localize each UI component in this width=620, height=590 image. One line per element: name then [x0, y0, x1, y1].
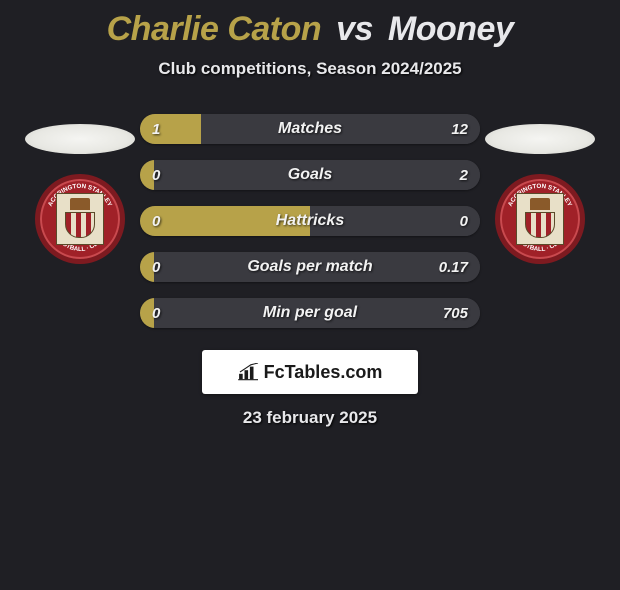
player2-name: Mooney [388, 10, 513, 48]
comparison-content: ACCRINGTON STANLEY FOOTBALL · CLUB 112Ma… [0, 114, 620, 328]
stat-bar: 00Hattricks [140, 206, 480, 236]
source-logo: FcTables.com [202, 350, 418, 394]
stat-bar: 112Matches [140, 114, 480, 144]
left-side: ACCRINGTON STANLEY FOOTBALL · CLUB [20, 114, 140, 264]
stat-bar: 00.17Goals per match [140, 252, 480, 282]
stat-bar-right-fill [310, 206, 480, 236]
crest-shield-icon [516, 193, 564, 245]
stat-bars: 112Matches 02Goals 00Hattricks 00.17Goals p… [140, 114, 480, 328]
vs-separator: vs [336, 10, 373, 48]
stat-bar-right-fill [154, 252, 480, 282]
stat-bar-right-fill [154, 160, 480, 190]
stat-bar-left-fill [140, 160, 154, 190]
player1-name: Charlie Caton [107, 10, 322, 48]
snapshot-date: 23 february 2025 [243, 408, 377, 428]
stat-bar-left-fill [140, 206, 310, 236]
crest-shield-icon [56, 193, 104, 245]
player1-club-crest: ACCRINGTON STANLEY FOOTBALL · CLUB [35, 174, 125, 264]
footer: FcTables.com 23 february 2025 [0, 350, 620, 428]
stat-bar-left-fill [140, 298, 154, 328]
right-side: ACCRINGTON STANLEY FOOTBALL · CLUB [480, 114, 600, 264]
subtitle: Club competitions, Season 2024/2025 [0, 59, 620, 79]
bar-chart-icon [238, 363, 260, 381]
player1-photo-placeholder [25, 124, 135, 154]
source-logo-text: FcTables.com [264, 362, 383, 383]
stat-bar: 02Goals [140, 160, 480, 190]
stat-bar: 0705Min per goal [140, 298, 480, 328]
stat-bar-left-fill [140, 252, 154, 282]
stat-bar-left-fill [140, 114, 201, 144]
player2-club-crest: ACCRINGTON STANLEY FOOTBALL · CLUB [495, 174, 585, 264]
stat-bar-right-fill [154, 298, 480, 328]
player2-photo-placeholder [485, 124, 595, 154]
comparison-title: Charlie Caton vs Mooney [0, 10, 620, 49]
stat-bar-right-fill [201, 114, 480, 144]
